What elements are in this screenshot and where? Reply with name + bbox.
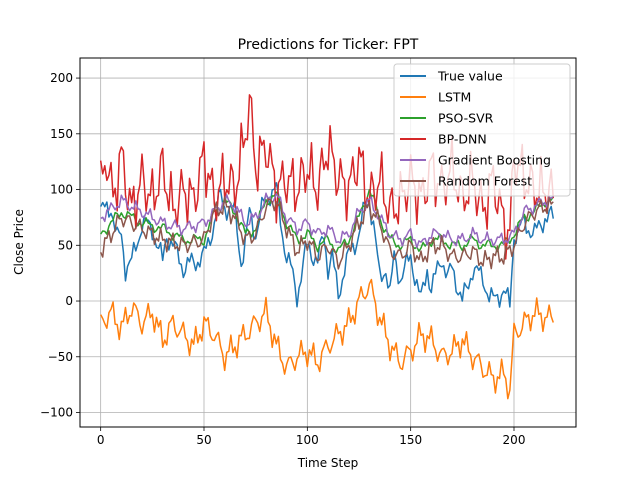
x-tick-label: 50: [196, 433, 211, 447]
legend: True value LSTM PSO-SVR BP-DNN Gradient Boos…: [393, 63, 571, 197]
plot-frame: [79, 57, 577, 428]
x-axis-label: Time Step: [297, 456, 359, 470]
chart-title: Predictions for Ticker: FPT: [238, 37, 419, 53]
x-tick-label: 200: [503, 433, 526, 447]
series-line-pso-svr: [100, 189, 554, 254]
y-axis: −100 −50 0 50 100 150 200: [40, 71, 80, 420]
x-tick-label: 100: [296, 433, 319, 447]
legend-label: BP-DNN: [438, 132, 487, 147]
x-tick-label: 0: [97, 433, 105, 447]
y-tick-label: 50: [58, 238, 73, 252]
y-tick-label: 150: [50, 127, 73, 141]
legend-label: Gradient Boosting: [438, 153, 551, 168]
series-line-random-forest: [99, 196, 554, 270]
legend-label: Random Forest: [438, 174, 532, 189]
x-axis: 0 50 100 150 200: [97, 427, 526, 447]
series-line-gradient-boosting: [100, 192, 554, 249]
y-tick-label: 100: [50, 183, 73, 197]
legend-label: LSTM: [438, 90, 471, 105]
legend-label: True value: [437, 69, 503, 84]
series-line-bp-dnn: [99, 94, 555, 260]
y-tick-label: −100: [40, 406, 73, 420]
legend-label: PSO-SVR: [438, 111, 494, 126]
series-line-true-value: [100, 182, 555, 308]
y-tick-label: 0: [65, 294, 73, 308]
y-tick-label: −50: [48, 350, 73, 364]
series-layer: [99, 94, 555, 400]
y-axis-label: Close Price: [12, 209, 26, 275]
x-tick-label: 150: [399, 433, 422, 447]
legend-box: [393, 63, 571, 197]
series-line-lstm: [100, 278, 554, 400]
y-tick-label: 200: [50, 71, 73, 85]
